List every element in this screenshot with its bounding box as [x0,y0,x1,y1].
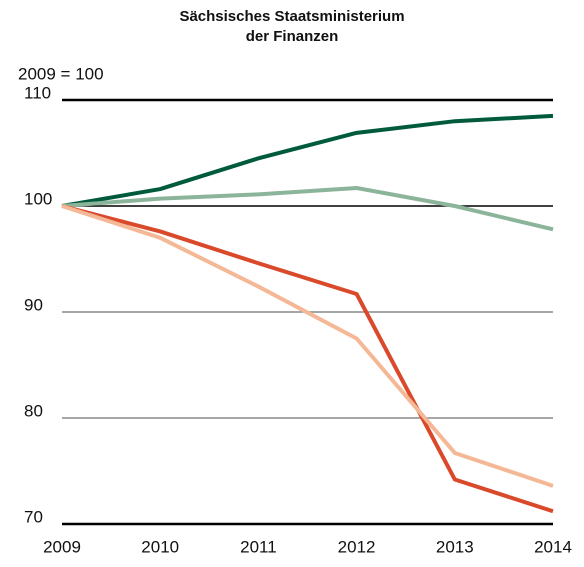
line [61,204,554,488]
line [61,113,554,208]
x-tick-label: 2012 [338,537,376,556]
chart-title: Sächsisches Staatsministerium [179,8,404,25]
y-tick-label: 100 [24,189,52,208]
x-tick-label: 2013 [436,537,474,556]
chart-title: der Finanzen [246,28,339,45]
line [61,185,554,232]
x-tick-label: 2009 [43,537,81,556]
y-tick-label: 80 [24,401,43,420]
y-tick-label: 90 [24,295,43,314]
y-axis-label: 2009 = 100 [18,64,104,83]
x-tick-label: 2011 [240,537,277,556]
x-tick-label: 2014 [534,537,572,556]
x-tick-label: 2010 [141,537,179,556]
y-tick-label: 70 [24,507,43,526]
y-tick-label: 110 [24,83,51,102]
line [61,204,554,514]
